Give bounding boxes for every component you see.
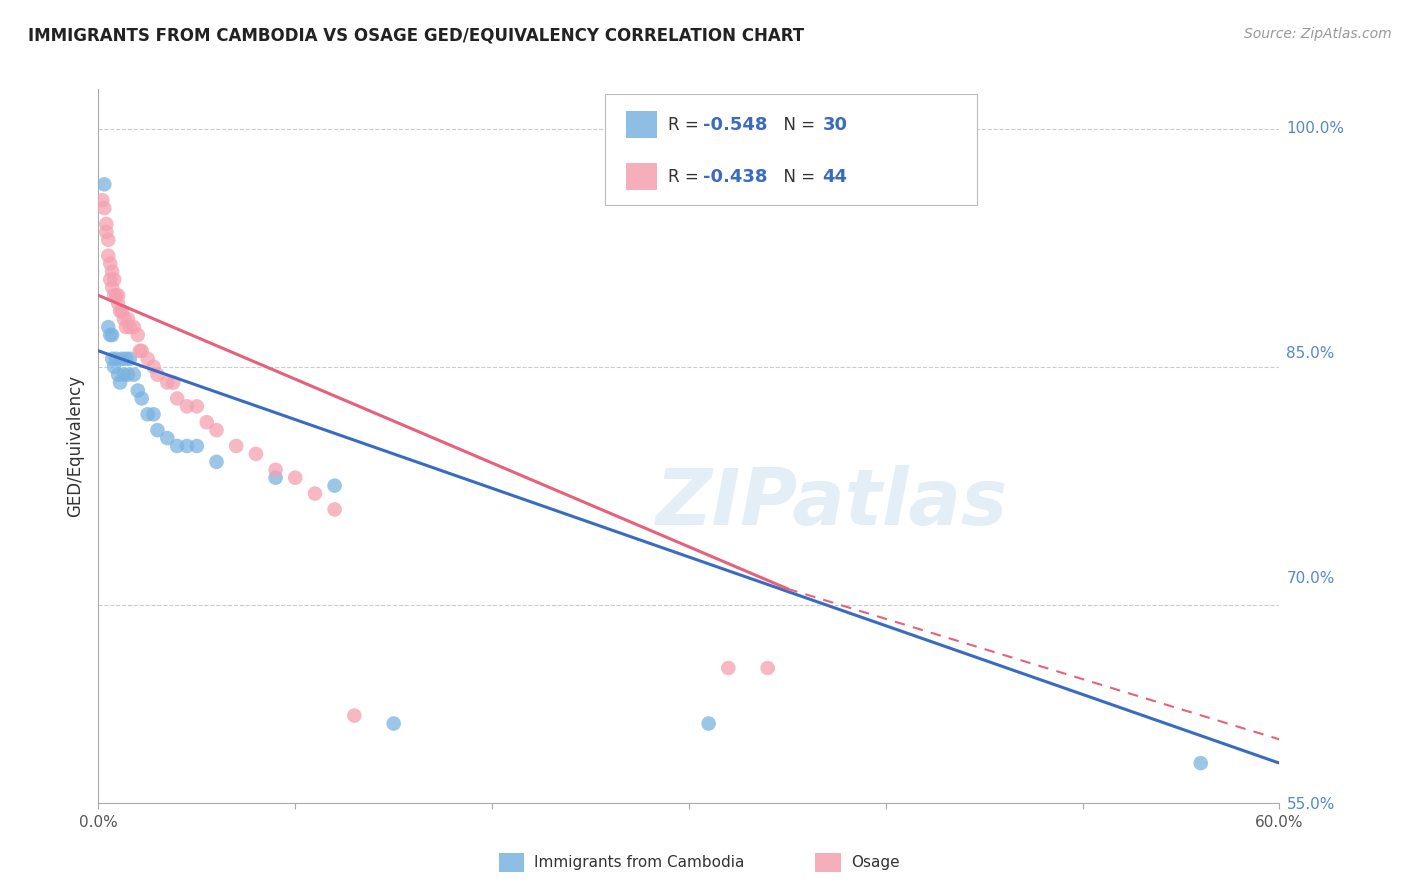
Point xyxy=(382,716,405,731)
Point xyxy=(98,257,121,271)
Point xyxy=(93,201,115,215)
Point xyxy=(108,376,131,390)
Point xyxy=(136,351,159,366)
Point xyxy=(146,423,169,437)
Point xyxy=(101,264,124,278)
Point xyxy=(117,368,139,382)
Point xyxy=(304,486,326,500)
Point xyxy=(166,439,188,453)
Point xyxy=(142,407,165,421)
Text: ZIPatlas: ZIPatlas xyxy=(655,465,1007,541)
Point xyxy=(103,288,125,302)
Point xyxy=(91,193,114,207)
Point xyxy=(245,447,267,461)
Point xyxy=(176,400,198,414)
Point xyxy=(101,351,124,366)
Point xyxy=(186,439,208,453)
Point xyxy=(131,392,153,406)
Point xyxy=(111,351,134,366)
Point xyxy=(107,368,129,382)
Text: R =: R = xyxy=(668,116,704,134)
Point xyxy=(127,328,149,343)
Point xyxy=(118,320,141,334)
Point xyxy=(118,351,141,366)
Point xyxy=(205,423,228,437)
Point xyxy=(97,320,120,334)
Point xyxy=(93,178,115,192)
Text: 30: 30 xyxy=(823,116,848,134)
Text: -0.438: -0.438 xyxy=(703,168,768,186)
Point xyxy=(264,471,287,485)
Text: N =: N = xyxy=(773,168,821,186)
Point xyxy=(98,272,121,286)
Point xyxy=(323,478,346,492)
Point xyxy=(115,320,138,334)
Point xyxy=(166,392,188,406)
Point xyxy=(136,407,159,421)
Point xyxy=(98,328,121,343)
Point xyxy=(156,431,179,445)
Y-axis label: GED/Equivalency: GED/Equivalency xyxy=(66,375,84,517)
Point xyxy=(107,296,129,310)
Point xyxy=(195,415,218,429)
Point xyxy=(162,376,184,390)
Point xyxy=(225,439,247,453)
Point xyxy=(156,376,179,390)
Text: Source: ZipAtlas.com: Source: ZipAtlas.com xyxy=(1244,27,1392,41)
Point xyxy=(323,502,346,516)
Point xyxy=(101,328,124,343)
Point xyxy=(264,463,287,477)
Point xyxy=(142,359,165,374)
Point xyxy=(107,288,129,302)
Point xyxy=(127,384,149,398)
Point xyxy=(111,304,134,318)
Text: IMMIGRANTS FROM CAMBODIA VS OSAGE GED/EQUIVALENCY CORRELATION CHART: IMMIGRANTS FROM CAMBODIA VS OSAGE GED/EQ… xyxy=(28,27,804,45)
Point xyxy=(122,368,145,382)
Point xyxy=(205,455,228,469)
Point xyxy=(1189,756,1212,771)
Point xyxy=(96,217,118,231)
Point xyxy=(112,368,135,382)
Point xyxy=(105,351,128,366)
Text: 44: 44 xyxy=(823,168,848,186)
Text: Osage: Osage xyxy=(851,855,900,870)
Point xyxy=(131,343,153,358)
Point xyxy=(108,304,131,318)
Point xyxy=(117,312,139,326)
Point xyxy=(103,272,125,286)
Point xyxy=(343,708,366,723)
Point xyxy=(101,280,124,294)
Point xyxy=(112,312,135,326)
Point xyxy=(146,368,169,382)
Point xyxy=(103,359,125,374)
Point xyxy=(115,351,138,366)
Point xyxy=(697,716,720,731)
Point xyxy=(97,233,120,247)
Point xyxy=(284,471,307,485)
Point xyxy=(96,225,118,239)
Point xyxy=(176,439,198,453)
Point xyxy=(122,320,145,334)
Point xyxy=(717,661,740,675)
Text: N =: N = xyxy=(773,116,821,134)
Point xyxy=(105,288,128,302)
Text: R =: R = xyxy=(668,168,704,186)
Point xyxy=(756,661,779,675)
Text: -0.548: -0.548 xyxy=(703,116,768,134)
Text: Immigrants from Cambodia: Immigrants from Cambodia xyxy=(534,855,745,870)
Point xyxy=(128,343,150,358)
Point xyxy=(186,400,208,414)
Point xyxy=(97,249,120,263)
